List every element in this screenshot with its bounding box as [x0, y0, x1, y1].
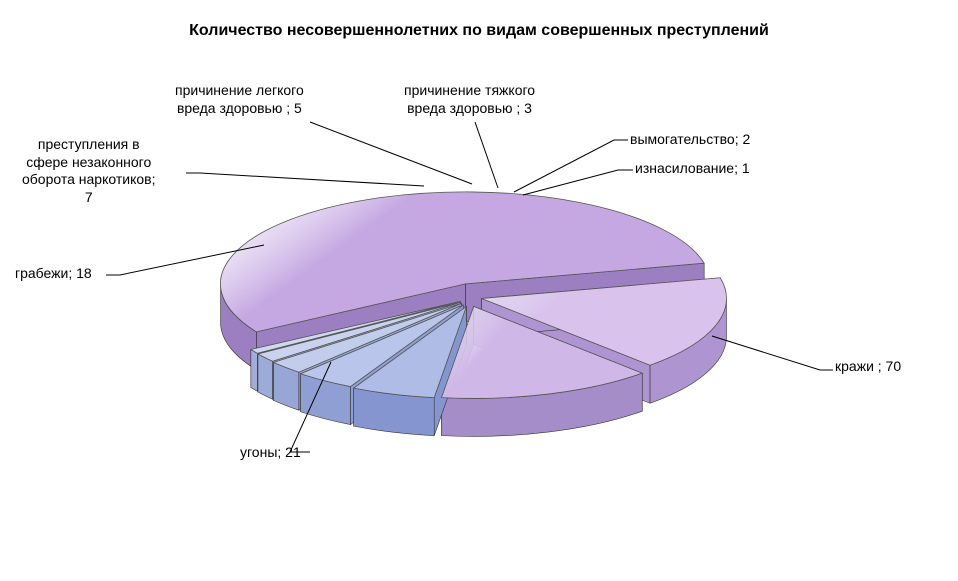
label-narkotiki: преступления в сфере незаконного оборота… — [22, 136, 155, 206]
leader-tyazhkoe — [475, 122, 498, 188]
label-grabezhi: грабежи; 18 — [15, 265, 92, 283]
label-iznasilovanie: изнасилование; 1 — [635, 160, 750, 178]
label-ugony: угоны; 21 — [240, 444, 301, 462]
pie-chart-3d: Количество несовершеннолетних по видам с… — [0, 0, 958, 581]
leader-krazhi — [712, 336, 833, 370]
leader-iznasilovanie — [523, 170, 633, 195]
leader-legkoe — [310, 122, 472, 184]
leader-vymogatelstvo — [514, 140, 628, 192]
label-legkoe: причинение легкого вреда здоровью ; 5 — [175, 82, 304, 117]
label-vymogatelstvo: вымогательство; 2 — [630, 131, 750, 149]
label-krazhi: кражи ; 70 — [835, 358, 901, 376]
chart-title: Количество несовершеннолетних по видам с… — [0, 22, 958, 40]
label-tyazhkoe: причинение тяжкого вреда здоровью ; 3 — [404, 82, 535, 117]
leader-narkotiki — [186, 173, 424, 186]
